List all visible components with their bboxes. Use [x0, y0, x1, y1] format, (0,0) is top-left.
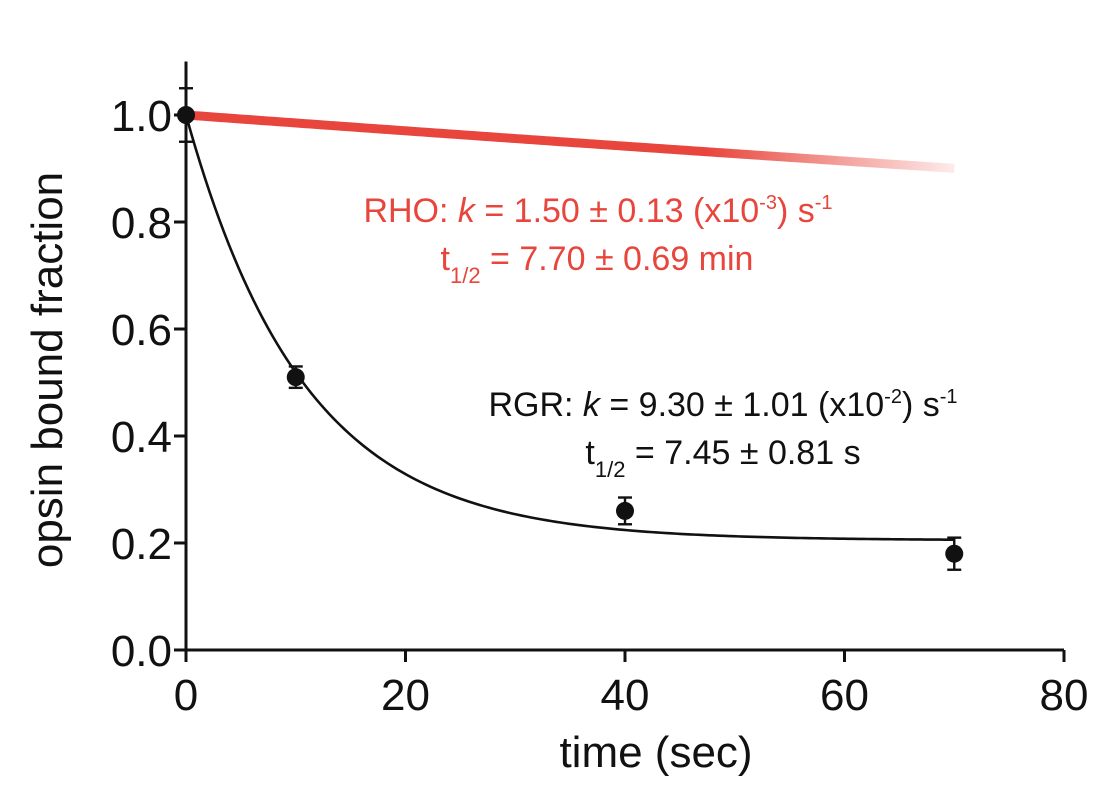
rho-k-symbol: k: [458, 192, 477, 230]
rho-annotation-k: RHO: k = 1.50 ± 0.13 (x10-3) s-1: [363, 192, 832, 230]
rgr-k-text: = 9.30 ± 1.01 (x10: [600, 386, 884, 424]
rho-k-unit-exp: -1: [815, 192, 833, 214]
data-point: [177, 106, 195, 124]
rho-k-text: = 1.50 ± 0.13 (x10: [475, 192, 759, 230]
rho-k-exp: -3: [759, 192, 777, 214]
rgr-annotation-k: RGR: k = 9.30 ± 1.01 (x10-2) s-1: [488, 386, 957, 424]
rgr-t-text: = 7.45 ± 0.81 s: [625, 434, 860, 472]
rgr-prefix: RGR:: [488, 386, 582, 424]
rgr-t-base: t: [585, 434, 595, 472]
rgr-k-symbol: k: [583, 386, 602, 424]
x-tick-label: 0: [174, 671, 198, 720]
y-tick-label: 0.4: [111, 413, 172, 462]
x-tick-label: 40: [601, 671, 650, 720]
x-tick-label: 60: [820, 671, 869, 720]
rgr-k-unit: ) s: [902, 386, 940, 424]
rho-k-unit: ) s: [777, 192, 815, 230]
y-tick-label: 0.8: [111, 199, 172, 248]
y-tick-label: 0.2: [111, 520, 172, 569]
y-tick-label: 0.6: [111, 306, 172, 355]
x-tick-label: 80: [1040, 671, 1089, 720]
rgr-annotation-t: t1/2 = 7.45 ± 0.81 s: [585, 434, 860, 482]
x-axis-title: time (sec): [559, 728, 752, 777]
ticks: [174, 113, 1066, 662]
tick-labels: 0.0 0.2 0.4 0.6 0.8 1.0 0 20 40 60 80: [111, 92, 1089, 720]
y-tick-label: 0.0: [111, 627, 172, 676]
rho-prefix: RHO:: [363, 192, 457, 230]
rgr-k-exp: -2: [884, 386, 902, 408]
rgr-t-sub: 1/2: [595, 457, 626, 482]
data-point: [286, 368, 305, 387]
rgr-k-unit-exp: -1: [940, 386, 958, 408]
y-axis-title: opsin bound fraction: [23, 172, 72, 568]
rho-annotation-t: t1/2 = 7.70 ± 0.69 min: [441, 240, 754, 288]
x-tick-label: 20: [381, 671, 430, 720]
rho-t-text: = 7.70 ± 0.69 min: [481, 240, 754, 278]
data-point: [616, 501, 634, 520]
data-point: [945, 544, 964, 563]
y-tick-label: 1.0: [111, 92, 172, 141]
rho-fit-curve: [185, 110, 955, 173]
rho-t-sub: 1/2: [450, 263, 481, 288]
data-points: [177, 87, 964, 571]
rgr-fit-curve: [184, 114, 955, 541]
rho-t-base: t: [441, 240, 451, 278]
